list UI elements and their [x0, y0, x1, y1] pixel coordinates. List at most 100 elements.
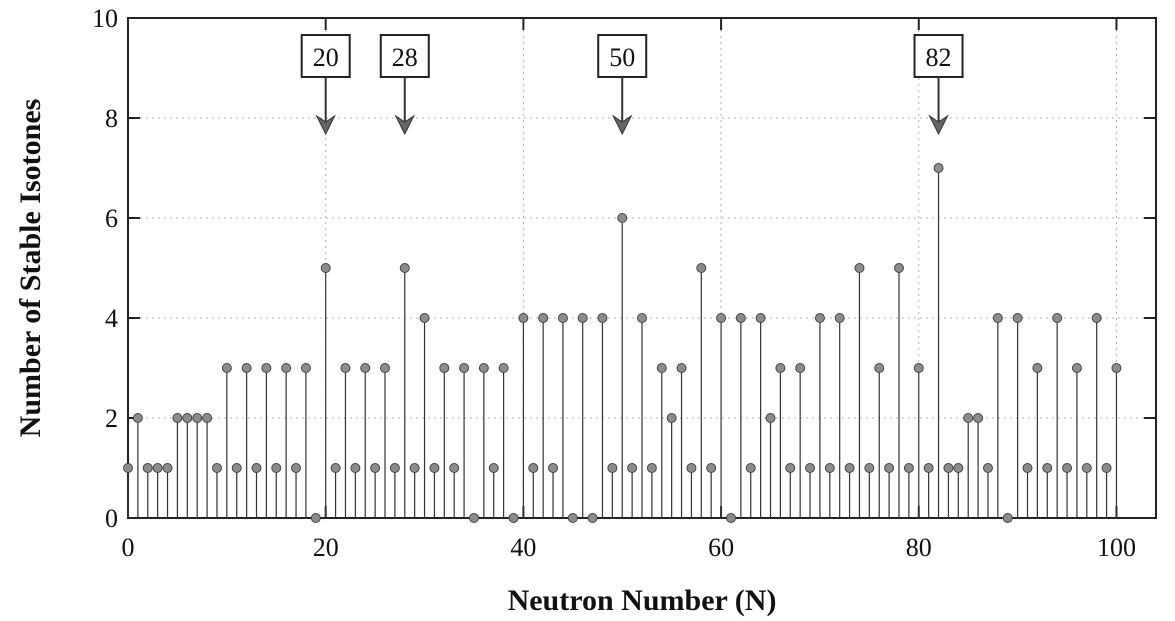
annotation-box — [597, 34, 648, 78]
data-point — [241, 363, 252, 373]
data-point — [775, 363, 786, 373]
magic-number-annotation: 20 — [300, 34, 351, 136]
data-point — [409, 463, 420, 473]
data-point — [380, 363, 390, 373]
annotation-box — [913, 34, 964, 78]
data-point — [1071, 363, 1082, 373]
data-point — [676, 363, 687, 373]
data-point — [508, 513, 519, 523]
data-point — [1012, 313, 1023, 323]
data-point — [973, 413, 984, 423]
stem-series — [123, 163, 1122, 523]
data-point — [261, 363, 272, 373]
data-point — [577, 313, 588, 323]
data-point — [192, 413, 203, 423]
data-point — [419, 313, 430, 323]
data-point — [399, 263, 410, 273]
x-tick-label: 60 — [708, 533, 734, 562]
data-point — [617, 213, 628, 223]
data-point — [498, 363, 509, 373]
data-point — [300, 363, 311, 373]
data-point — [923, 463, 934, 473]
data-point — [696, 263, 707, 273]
data-point — [884, 463, 895, 473]
data-point — [548, 463, 559, 473]
data-point — [943, 463, 954, 473]
data-point — [607, 463, 618, 473]
data-point — [1002, 513, 1013, 523]
data-point — [1032, 363, 1043, 373]
y-axis-title: Number of Stable Isotones — [14, 99, 47, 438]
data-point — [1062, 463, 1073, 473]
data-point — [538, 313, 549, 323]
data-point — [557, 313, 568, 323]
data-point — [291, 463, 302, 473]
data-point — [567, 513, 578, 523]
data-point — [795, 363, 806, 373]
data-point — [992, 313, 1003, 323]
y-tick-label: 6 — [105, 204, 118, 233]
data-point — [597, 313, 608, 323]
data-point — [528, 463, 539, 473]
data-point — [805, 463, 816, 473]
data-point — [686, 463, 697, 473]
data-point — [468, 513, 479, 523]
data-point — [478, 363, 489, 373]
data-point — [360, 363, 371, 373]
data-point — [735, 313, 746, 323]
data-point — [172, 413, 183, 423]
data-point — [1111, 363, 1122, 373]
data-point — [142, 463, 153, 473]
data-point — [1081, 463, 1092, 473]
data-point — [439, 363, 450, 373]
annotation-label: 28 — [392, 43, 418, 72]
x-tick-label: 20 — [313, 533, 339, 562]
data-point — [429, 463, 440, 473]
data-point — [854, 263, 865, 273]
data-point — [488, 463, 499, 473]
data-point — [123, 463, 133, 473]
y-tick-label: 10 — [92, 4, 118, 33]
data-point — [666, 413, 677, 423]
arrow-head-icon — [928, 114, 949, 136]
annotation-label: 20 — [313, 43, 339, 72]
data-point — [231, 463, 242, 473]
data-point — [745, 463, 756, 473]
data-point — [913, 363, 924, 373]
y-tick-label: 4 — [105, 304, 118, 333]
data-point — [903, 463, 914, 473]
x-tick-label: 40 — [510, 533, 536, 562]
data-point — [350, 463, 361, 473]
arrow-head-icon — [394, 114, 416, 136]
data-point — [211, 463, 222, 473]
data-point — [271, 463, 282, 473]
x-tick-label: 100 — [1097, 533, 1136, 562]
data-point — [449, 463, 460, 473]
data-point — [874, 363, 885, 373]
data-point — [716, 313, 727, 323]
data-point — [370, 463, 381, 473]
arrow-head-icon — [611, 114, 633, 136]
y-tick-label: 8 — [105, 104, 118, 133]
data-point — [834, 313, 845, 323]
data-point — [627, 463, 638, 473]
data-point — [459, 363, 470, 373]
data-point — [814, 313, 825, 323]
data-point — [310, 513, 321, 523]
magic-number-annotation: 82 — [913, 34, 964, 136]
data-point — [824, 463, 835, 473]
annotation-label: 50 — [609, 43, 635, 72]
data-point — [182, 413, 193, 423]
data-point — [320, 263, 331, 273]
data-point — [755, 313, 766, 323]
data-point — [894, 263, 904, 273]
data-point — [162, 463, 173, 473]
data-point — [152, 463, 163, 473]
data-point — [765, 413, 776, 423]
arrow-head-icon — [315, 114, 336, 136]
x-tick-label: 80 — [906, 533, 932, 562]
data-point — [340, 363, 351, 373]
magic-number-annotation: 50 — [597, 34, 648, 136]
